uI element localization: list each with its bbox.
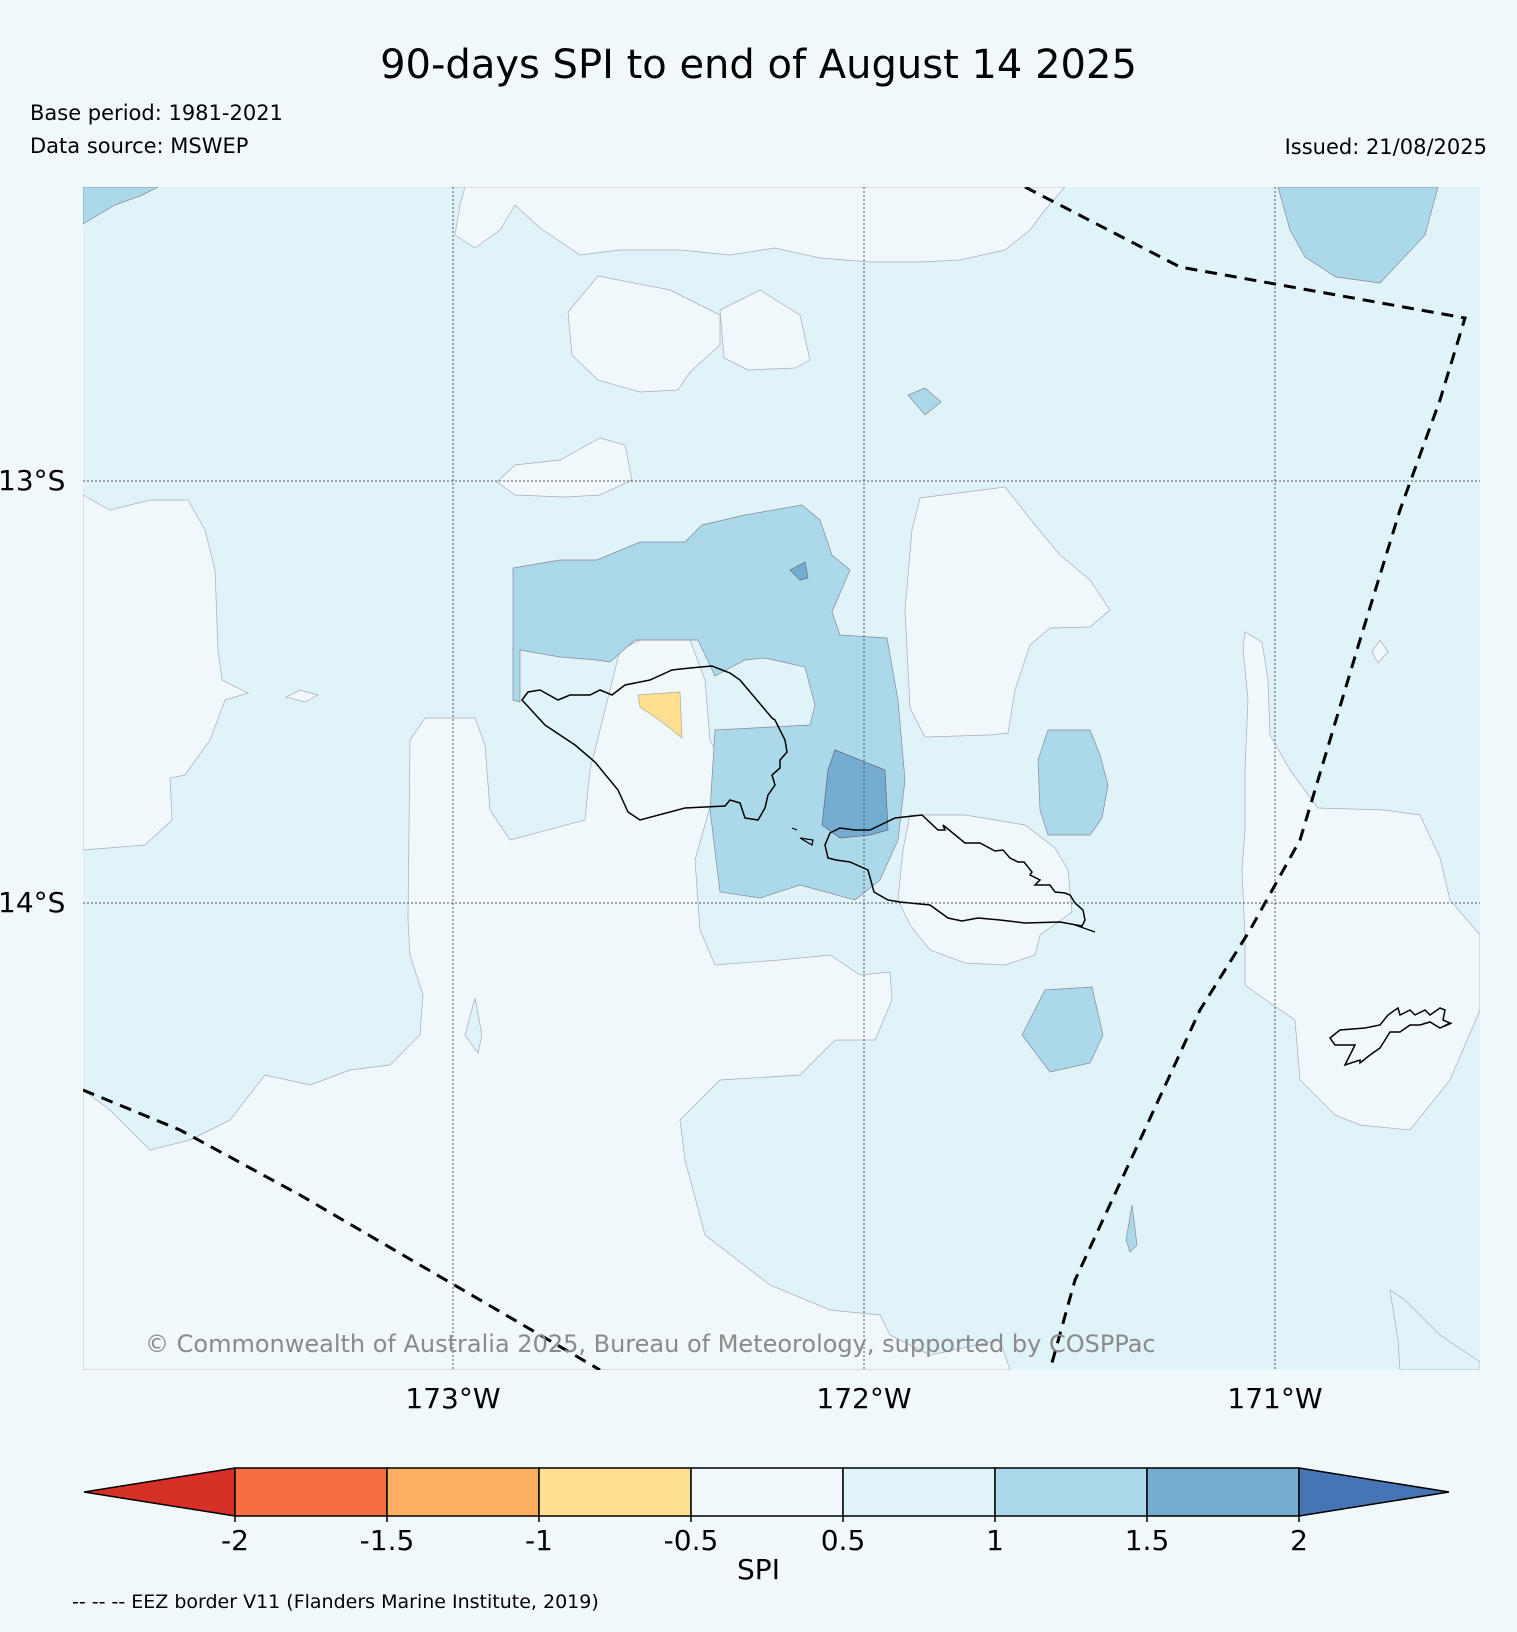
spi-region-15-2 xyxy=(789,561,809,581)
tutuila-coastline xyxy=(1328,1006,1452,1067)
colorbar-segment xyxy=(1146,1467,1300,1517)
lon-label-173w: 173°W xyxy=(405,1382,500,1415)
islet-coastline xyxy=(1442,1022,1453,1028)
colorbar-segment xyxy=(234,1467,388,1517)
eez-border xyxy=(83,187,1467,1370)
lat-label-13s: 13°S xyxy=(0,464,65,497)
lon-label-172w: 172°W xyxy=(816,1382,911,1415)
spi-region-1-15 xyxy=(1037,729,1109,836)
islet-coastline xyxy=(799,837,814,846)
spi-region-1-15 xyxy=(907,387,942,416)
spi-region-normal xyxy=(904,486,1111,738)
colorbar-extend-high xyxy=(1298,1467,1450,1517)
spi-region-05-1 xyxy=(1380,430,1480,665)
spi-region-05-1 xyxy=(464,997,483,1054)
spi-region-normal xyxy=(450,187,1066,263)
colorbar-label: SPI xyxy=(737,1553,780,1586)
lon-label-171w: 171°W xyxy=(1227,1382,1322,1415)
spi-map: 13°S 14°S 173°W 172°W 171°W xyxy=(0,187,1480,1415)
islet-coastline xyxy=(791,827,798,831)
issued-date-text: Issued: 21/08/2025 xyxy=(1284,135,1487,159)
spi-region-1-15 xyxy=(1021,986,1104,1073)
upolu-coastline xyxy=(521,665,788,821)
spi-region-1-15 xyxy=(1125,1204,1138,1253)
colorbar-extend-low xyxy=(83,1467,236,1517)
base-period-text: Base period: 1981-2021 xyxy=(30,101,283,125)
spi-region-normal xyxy=(1241,631,1480,1131)
spi-region-1-15 xyxy=(512,504,906,901)
colorbar-segment xyxy=(386,1467,540,1517)
spi-region-15-2 xyxy=(821,749,889,839)
colorbar-ticks: -2 -1.5 -1 -0.5 0.5 1 1.5 2 xyxy=(221,1516,1308,1557)
spi-region-normal xyxy=(496,437,633,498)
savaii-coastline xyxy=(824,814,1086,927)
data-source-text: Data source: MSWEP xyxy=(30,134,249,158)
colorbar-segment xyxy=(842,1467,996,1517)
spi-region-normal xyxy=(285,689,319,703)
spi-region-1-15 xyxy=(83,187,159,225)
spi-region-normal xyxy=(719,289,811,371)
colorbar-segment xyxy=(994,1467,1148,1517)
colorbar-segment xyxy=(538,1467,692,1517)
spi-region-1-15 xyxy=(1277,187,1439,284)
graticule xyxy=(83,187,1480,1370)
copyright-text: © Commonwealth of Australia 2025, Bureau… xyxy=(145,1330,1156,1358)
colorbar-segments xyxy=(83,1467,1450,1517)
colorbar-segment xyxy=(690,1467,844,1517)
spi-region-05-1 xyxy=(1389,1289,1480,1370)
spi-region-normal xyxy=(83,494,249,851)
islet-coastline xyxy=(1074,924,1096,933)
map-title: 90-days SPI to end of August 14 2025 xyxy=(380,42,1137,88)
lat-label-14s: 14°S xyxy=(0,886,65,919)
map-field xyxy=(83,187,1480,1370)
spi-region-normal xyxy=(897,814,1073,966)
spi-region-normal xyxy=(1371,639,1389,664)
eez-border-note: -- -- -- EEZ border V11 (Flanders Marine… xyxy=(72,1591,599,1613)
spi-region-dry xyxy=(637,691,683,739)
spi-region-normal xyxy=(567,275,721,393)
